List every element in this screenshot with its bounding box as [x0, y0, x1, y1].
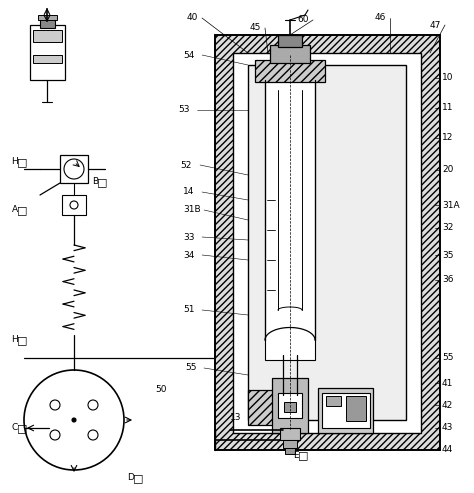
Bar	[278, 393, 302, 418]
Text: □: □	[133, 473, 143, 483]
Text: 54: 54	[183, 50, 194, 60]
Text: D: D	[128, 473, 135, 483]
Text: 52: 52	[180, 161, 191, 170]
Text: 45: 45	[249, 24, 261, 33]
Text: 20: 20	[442, 166, 453, 175]
Text: 31B: 31B	[183, 206, 201, 214]
Circle shape	[72, 418, 76, 422]
Bar	[33, 30, 62, 42]
Text: 50: 50	[155, 386, 166, 394]
Text: 33: 33	[183, 233, 194, 242]
Text: 42: 42	[442, 400, 453, 410]
Text: 12: 12	[442, 134, 453, 142]
Bar	[62, 195, 86, 215]
Text: 41: 41	[442, 379, 453, 387]
Text: H: H	[12, 336, 18, 345]
Bar	[285, 448, 295, 454]
Bar	[215, 35, 440, 450]
Bar	[248, 65, 406, 420]
Bar	[33, 55, 62, 63]
Bar	[318, 388, 373, 433]
Text: B: B	[92, 177, 98, 186]
Bar	[215, 35, 440, 450]
Text: 47: 47	[429, 21, 441, 30]
Text: 43: 43	[442, 423, 453, 432]
Bar	[284, 402, 296, 412]
Text: □: □	[17, 157, 27, 167]
Bar	[265, 80, 315, 360]
Text: 60: 60	[297, 15, 309, 25]
Bar	[233, 53, 421, 433]
Text: □: □	[17, 335, 27, 345]
Bar	[326, 396, 341, 406]
Bar	[60, 155, 88, 183]
Text: 14: 14	[183, 187, 194, 197]
Text: 11: 11	[442, 104, 454, 112]
Text: 10: 10	[442, 73, 454, 82]
Text: C: C	[12, 423, 18, 432]
Text: 32: 32	[442, 223, 453, 233]
Text: 46: 46	[374, 13, 386, 23]
Text: 40: 40	[186, 13, 198, 23]
Bar	[280, 428, 300, 440]
Text: 31A: 31A	[442, 201, 460, 210]
Text: 55: 55	[442, 353, 454, 362]
Text: 53: 53	[178, 106, 190, 114]
Text: □: □	[17, 205, 27, 215]
Circle shape	[24, 370, 124, 470]
Text: A: A	[12, 206, 18, 214]
Bar	[248, 390, 293, 425]
Text: 13: 13	[230, 414, 241, 423]
Text: 55: 55	[185, 363, 197, 373]
Text: 34: 34	[183, 250, 194, 259]
Text: □: □	[97, 177, 107, 187]
Bar	[272, 378, 308, 433]
Bar	[40, 18, 55, 28]
Text: H: H	[12, 157, 18, 167]
Text: □: □	[298, 450, 308, 460]
Bar	[30, 25, 65, 80]
Bar	[270, 45, 310, 63]
Text: 35: 35	[442, 250, 454, 259]
Text: 44: 44	[442, 446, 453, 455]
Bar	[322, 393, 370, 428]
Bar	[255, 60, 325, 82]
Bar	[346, 396, 366, 421]
Text: 51: 51	[183, 306, 194, 315]
Bar	[38, 15, 57, 20]
Text: 36: 36	[442, 276, 454, 284]
Text: E: E	[293, 451, 299, 459]
Text: □: □	[17, 423, 27, 433]
Bar	[283, 440, 297, 448]
Bar	[278, 35, 302, 47]
